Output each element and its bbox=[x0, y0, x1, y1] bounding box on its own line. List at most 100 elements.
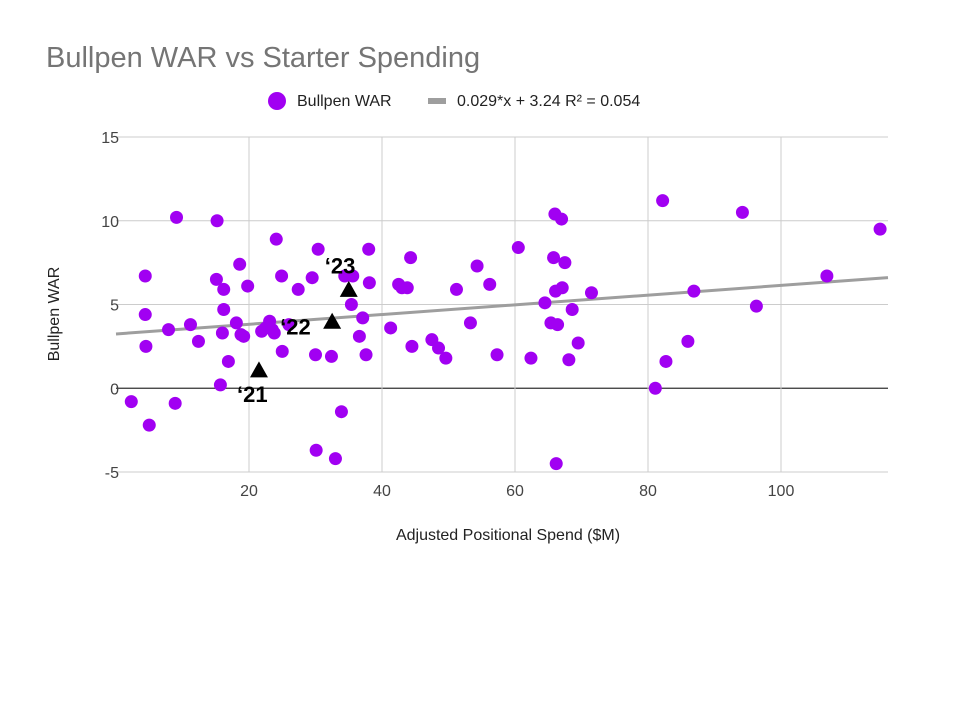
data-point bbox=[551, 318, 565, 332]
data-point bbox=[305, 271, 319, 285]
data-point bbox=[241, 279, 255, 293]
x-tick-label: 20 bbox=[240, 483, 258, 500]
data-point bbox=[237, 329, 251, 343]
data-point bbox=[820, 269, 834, 283]
data-point bbox=[183, 318, 197, 332]
data-point bbox=[138, 308, 152, 322]
y-axis-label: Bullpen WAR bbox=[46, 267, 63, 362]
x-axis-label: Adjusted Positional Spend ($M) bbox=[396, 527, 620, 544]
data-point bbox=[309, 443, 323, 457]
data-point bbox=[346, 269, 360, 283]
data-point bbox=[538, 296, 552, 310]
data-point bbox=[463, 316, 477, 330]
data-point bbox=[555, 212, 569, 226]
data-point bbox=[282, 318, 296, 332]
y-tick-label: 10 bbox=[101, 214, 119, 231]
annotation-label: ‘22 bbox=[280, 314, 311, 339]
y-tick-label: -5 bbox=[105, 465, 119, 482]
legend: Bullpen WAR 0.029*x + 3.24 R² = 0.054 bbox=[268, 92, 640, 110]
annotations: ‘21 ‘22 ‘23 bbox=[237, 253, 358, 407]
annotation-label: ‘23 bbox=[325, 253, 356, 278]
annotation-marker bbox=[323, 312, 342, 329]
legend-label-trendline: 0.029*x + 3.24 R² = 0.054 bbox=[457, 93, 640, 110]
data-point bbox=[648, 381, 662, 395]
legend-marker-trendline bbox=[428, 98, 446, 104]
y-tick-label: 5 bbox=[110, 298, 119, 315]
data-point bbox=[139, 339, 153, 353]
annotation-label: ‘21 bbox=[237, 382, 268, 407]
data-point bbox=[555, 281, 569, 295]
y-tick-label: 15 bbox=[101, 130, 119, 147]
data-point bbox=[449, 282, 463, 296]
data-point bbox=[749, 299, 763, 313]
data-point bbox=[404, 251, 418, 265]
data-point bbox=[687, 284, 701, 298]
data-point bbox=[269, 232, 283, 246]
x-tick-label: 60 bbox=[506, 483, 524, 500]
data-point bbox=[124, 395, 138, 409]
annotation-marker bbox=[249, 361, 268, 378]
data-point bbox=[215, 326, 229, 340]
data-point bbox=[267, 326, 281, 340]
data-point bbox=[571, 336, 585, 350]
data-point bbox=[549, 457, 563, 471]
chart-title: Bullpen WAR vs Starter Spending bbox=[46, 42, 480, 74]
annotation-marker bbox=[339, 280, 358, 297]
data-point bbox=[191, 334, 205, 348]
data-point bbox=[142, 418, 156, 432]
data-point bbox=[400, 281, 414, 295]
x-tick-label: 80 bbox=[639, 483, 657, 500]
data-point bbox=[210, 214, 224, 228]
data-point bbox=[362, 242, 376, 256]
data-point bbox=[168, 396, 182, 410]
data-point bbox=[483, 277, 497, 291]
data-point bbox=[356, 311, 370, 325]
data-point bbox=[275, 344, 289, 358]
data-point bbox=[565, 303, 579, 317]
data-point bbox=[384, 321, 398, 335]
data-point bbox=[233, 257, 247, 271]
data-point bbox=[656, 194, 670, 208]
data-point bbox=[562, 353, 576, 367]
data-point bbox=[334, 405, 348, 419]
data-point bbox=[558, 256, 572, 270]
data-point bbox=[309, 348, 322, 362]
data-point bbox=[291, 282, 305, 296]
data-point bbox=[221, 354, 235, 368]
data-point bbox=[547, 251, 561, 265]
data-point bbox=[432, 341, 446, 355]
legend-label-point: Bullpen WAR bbox=[297, 93, 392, 110]
data-point bbox=[209, 272, 223, 286]
tick-labels: -5 0 5 10 15 20 40 60 80 100 bbox=[101, 130, 794, 500]
data-point bbox=[138, 269, 152, 283]
data-point bbox=[681, 334, 695, 348]
data-point bbox=[873, 222, 887, 236]
data-point bbox=[344, 298, 358, 311]
data-point bbox=[311, 242, 325, 256]
data-point bbox=[524, 351, 538, 365]
data-point bbox=[352, 329, 366, 343]
data-point bbox=[735, 205, 749, 219]
data-point bbox=[470, 259, 484, 273]
data-point bbox=[213, 378, 227, 392]
trendline bbox=[115, 276, 889, 336]
trendline-layer bbox=[115, 276, 889, 336]
data-point bbox=[659, 354, 673, 368]
x-tick-label: 100 bbox=[768, 483, 795, 500]
y-tick-label: 0 bbox=[110, 381, 119, 398]
data-point bbox=[328, 452, 342, 466]
data-point bbox=[324, 349, 338, 363]
data-point bbox=[362, 276, 376, 290]
data-point bbox=[217, 303, 231, 317]
data-point bbox=[511, 241, 525, 255]
data-point bbox=[170, 210, 184, 224]
x-tick-label: 40 bbox=[373, 483, 391, 500]
data-points bbox=[124, 194, 887, 471]
data-point bbox=[162, 323, 176, 337]
data-point bbox=[275, 269, 289, 283]
data-point bbox=[229, 316, 243, 330]
data-point bbox=[405, 339, 419, 353]
data-point bbox=[217, 282, 231, 296]
data-point bbox=[584, 286, 598, 300]
